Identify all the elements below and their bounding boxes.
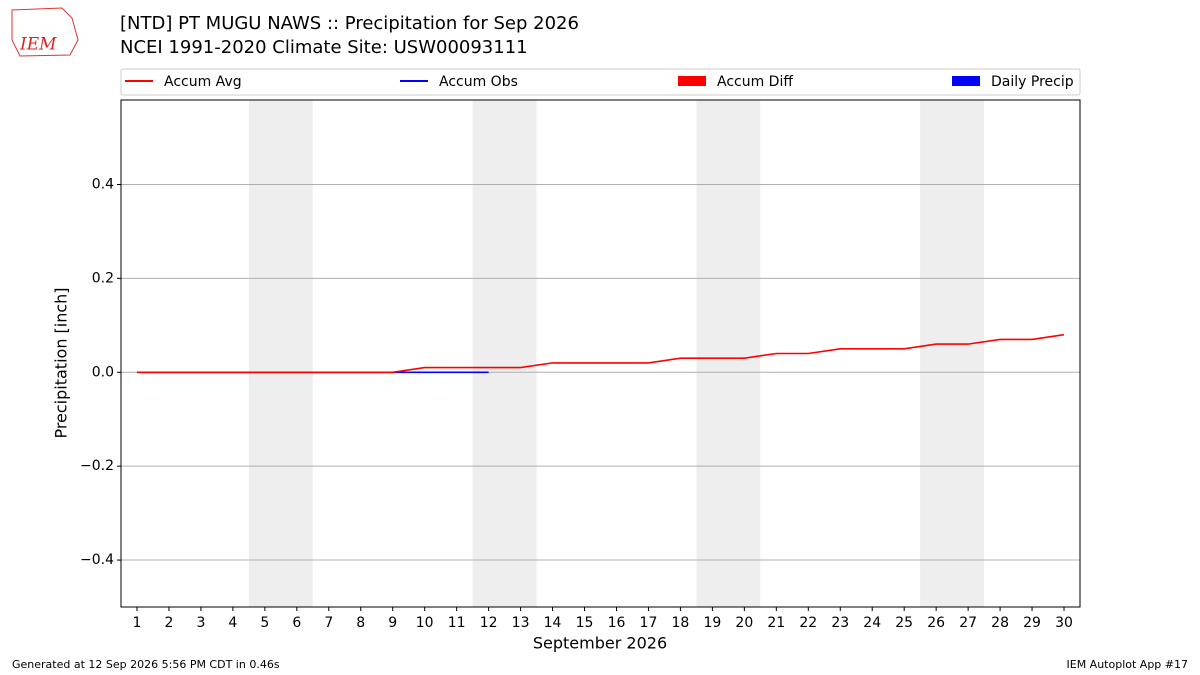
x-tick-label: 1: [133, 615, 142, 631]
x-tick-label: 29: [1023, 615, 1041, 631]
y-tick-label: 0.2: [92, 270, 114, 286]
x-tick-label: 26: [927, 615, 945, 631]
x-tick-label: 27: [959, 615, 977, 631]
x-tick-label: 23: [831, 615, 849, 631]
logo-outline: [11, 7, 79, 57]
legend-box: [120, 68, 1081, 96]
legend-label: Accum Avg: [164, 74, 242, 90]
x-tick-label: 24: [863, 615, 881, 631]
x-tick-label: 12: [480, 615, 498, 631]
chart-title: [NTD] PT MUGU NAWS :: Precipitation for …: [120, 13, 579, 34]
x-tick-label: 2: [164, 615, 173, 631]
x-tick-label: 19: [703, 615, 721, 631]
x-tick-label: 21: [767, 615, 785, 631]
legend-label: Daily Precip: [991, 74, 1074, 90]
x-tick-label: 6: [292, 615, 301, 631]
x-axis-label: September 2026: [533, 634, 667, 653]
y-tick-label: 0.0: [92, 364, 114, 380]
x-tick-label: 8: [356, 615, 365, 631]
footer-left: Generated at 12 Sep 2026 5:56 PM CDT in …: [12, 658, 280, 671]
x-tick-label: 7: [324, 615, 333, 631]
x-tick-label: 16: [608, 615, 626, 631]
legend-swatch: [952, 76, 980, 86]
plot-frame: [120, 99, 1081, 608]
footer-right: IEM Autoplot App #17: [1067, 658, 1189, 671]
line: [136, 333, 1065, 374]
x-tick-label: 5: [260, 615, 269, 631]
x-tick-label: 9: [388, 615, 397, 631]
x-tick-label: 3: [196, 615, 205, 631]
x-tick-label: 22: [799, 615, 817, 631]
logo: IEM: [11, 7, 79, 57]
x-tick-label: 18: [672, 615, 690, 631]
x-tick-label: 4: [228, 615, 237, 631]
x-tick-label: 13: [512, 615, 530, 631]
x-tick-label: 17: [640, 615, 658, 631]
legend-swatch: [678, 76, 706, 86]
weekend-shade: [248, 100, 313, 607]
legend-label: Accum Obs: [439, 74, 518, 90]
logo-text: IEM: [19, 35, 57, 55]
weekend-shade: [472, 100, 537, 607]
x-tick-label: 25: [895, 615, 913, 631]
x-tick-label: 20: [735, 615, 753, 631]
x-tick-label: 10: [416, 615, 434, 631]
chart-subtitle: NCEI 1991-2020 Climate Site: USW00093111: [120, 37, 528, 58]
y-tick-label: −0.2: [80, 458, 114, 474]
x-tick-label: 15: [576, 615, 594, 631]
y-tick-label: 0.4: [92, 177, 114, 193]
y-axis-label: Precipitation [inch]: [52, 287, 71, 438]
x-tick-label: 28: [991, 615, 1009, 631]
weekend-shade: [696, 100, 761, 607]
legend-label: Accum Diff: [717, 74, 793, 90]
x-tick-label: 11: [448, 615, 466, 631]
y-tick-label: −0.4: [80, 552, 114, 568]
weekend-shade: [920, 100, 985, 607]
x-tick-label: 30: [1055, 615, 1073, 631]
x-tick-label: 14: [544, 615, 562, 631]
